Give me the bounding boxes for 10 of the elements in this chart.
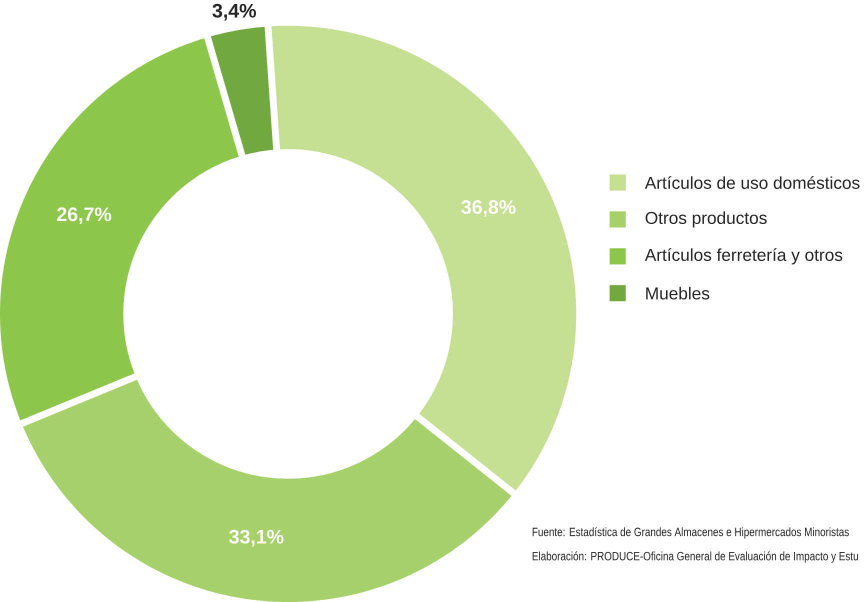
data-label: 26,7% — [57, 207, 112, 224]
legend-label: Muebles — [646, 286, 710, 300]
data-label: 33,1% — [229, 530, 284, 546]
source-note: Fuente: Estadística de Grandes Almacenes e Hipermercados Minoristas — [532, 527, 849, 539]
legend-label: Artículos ferretería y otros — [644, 248, 842, 264]
data-label: 36,8% — [461, 200, 516, 217]
legend-label: Otros productos — [646, 211, 767, 228]
legend-label: Artículos de uso domésticos — [644, 176, 860, 189]
data-label: 3,4% — [212, 4, 256, 20]
text: Elaboración: PRODUCE-Oficina General de Evaluación de Impacto y Estu — [532, 551, 858, 563]
